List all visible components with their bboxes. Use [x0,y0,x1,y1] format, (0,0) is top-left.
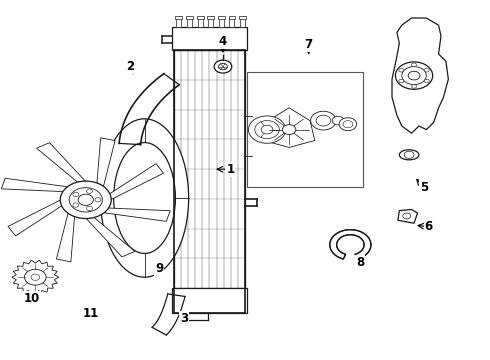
Polygon shape [398,210,417,223]
Bar [219,18,224,27]
Circle shape [424,79,429,83]
Bar [229,18,234,27]
Polygon shape [104,208,170,221]
Text: 4: 4 [219,35,227,48]
Polygon shape [110,164,164,199]
Polygon shape [37,143,85,182]
Bar [228,16,235,19]
Text: 8: 8 [356,256,364,269]
Bar [175,16,182,19]
Circle shape [412,63,416,67]
Circle shape [424,68,429,72]
Bar [247,72,363,187]
Bar [208,18,213,27]
Bar [240,18,245,27]
Bar [174,50,245,313]
Bar [196,16,203,19]
Bar [187,18,192,27]
Circle shape [339,118,357,131]
Circle shape [412,85,416,88]
Polygon shape [86,217,135,257]
Circle shape [73,203,79,207]
Polygon shape [1,178,68,192]
Ellipse shape [114,143,175,253]
Circle shape [404,151,414,158]
Polygon shape [392,18,448,133]
Bar [172,27,247,50]
Circle shape [60,181,111,219]
Circle shape [395,62,433,89]
Circle shape [87,189,93,193]
Polygon shape [12,260,59,294]
Circle shape [399,68,404,72]
Circle shape [24,269,46,285]
Circle shape [332,116,344,125]
Bar [207,16,214,19]
Polygon shape [97,138,115,186]
Bar [218,16,225,19]
Circle shape [219,63,227,70]
Circle shape [408,71,420,80]
Ellipse shape [100,119,189,277]
Bar [172,288,247,313]
Circle shape [343,121,353,128]
Circle shape [399,79,404,83]
Circle shape [69,188,102,212]
Circle shape [261,125,273,134]
Ellipse shape [399,150,419,160]
Circle shape [248,116,286,143]
Text: 11: 11 [82,307,99,320]
Circle shape [255,121,279,139]
Polygon shape [330,230,371,259]
Circle shape [87,206,93,211]
Polygon shape [56,213,74,262]
Circle shape [316,115,331,126]
Bar [186,16,193,19]
Text: 7: 7 [305,39,313,51]
Circle shape [31,274,40,280]
Circle shape [95,198,101,202]
Polygon shape [8,200,62,236]
Circle shape [402,67,426,85]
Text: 1: 1 [226,163,234,176]
Text: 9: 9 [155,262,163,275]
Circle shape [73,192,79,197]
Text: 6: 6 [425,220,433,233]
Circle shape [78,194,94,206]
Circle shape [214,60,232,73]
Text: 2: 2 [126,60,134,73]
Polygon shape [264,108,315,148]
Bar [176,18,181,27]
Bar [197,18,202,27]
Bar [239,16,246,19]
Circle shape [403,213,411,219]
Circle shape [282,125,296,135]
Bar [174,50,245,288]
Text: 3: 3 [180,312,188,325]
Text: 10: 10 [24,292,40,305]
Circle shape [311,111,336,130]
Text: 5: 5 [420,181,428,194]
